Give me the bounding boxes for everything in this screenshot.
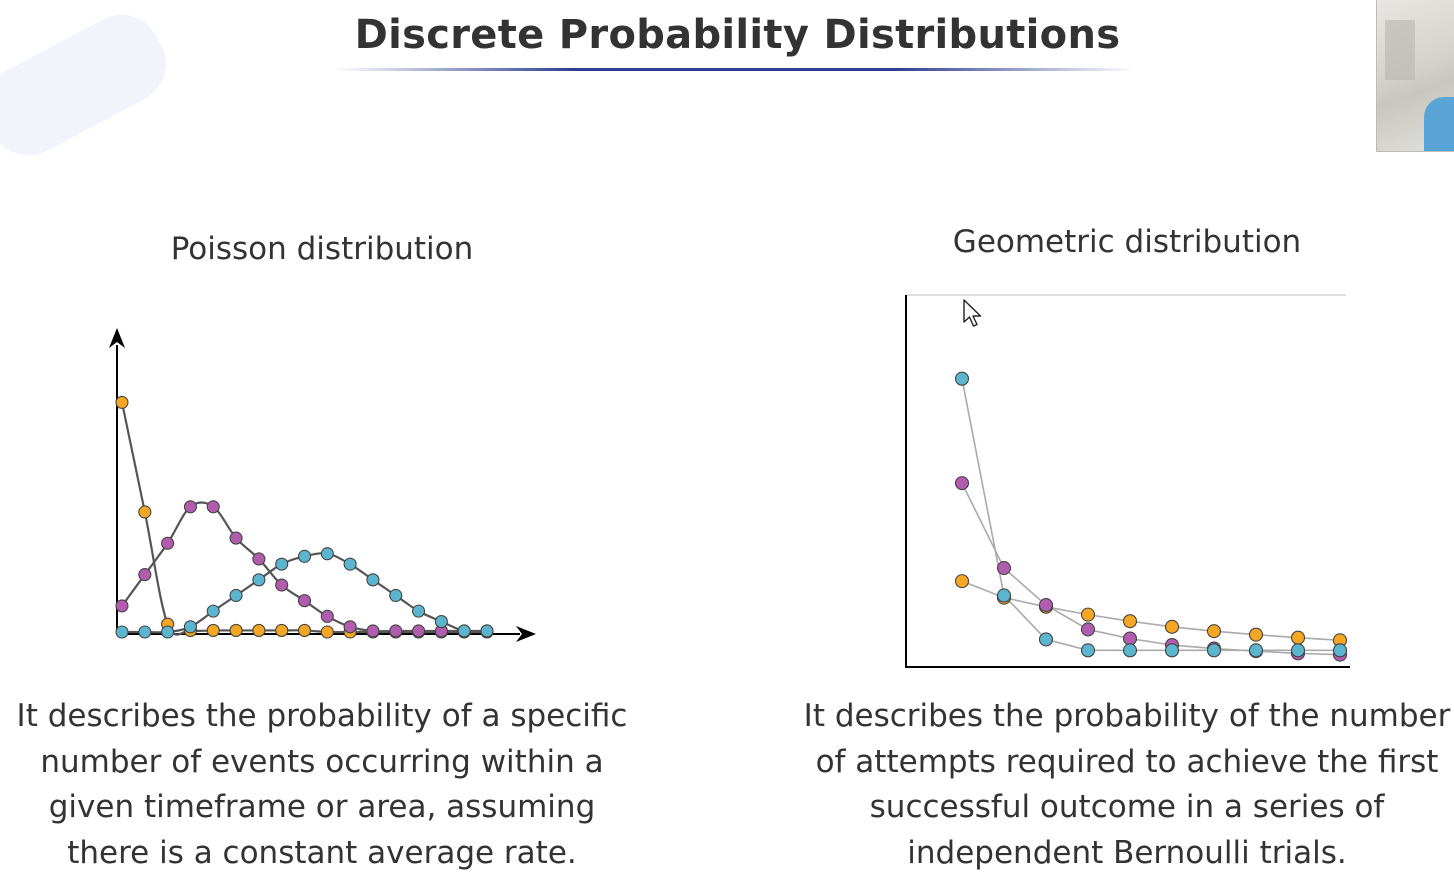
geometric-point-blue	[1164, 643, 1180, 658]
geometric-point-blue	[1206, 643, 1222, 658]
poisson-point-purple	[115, 599, 129, 613]
geometric-point-blue	[996, 588, 1012, 603]
geometric-point-blue	[1080, 643, 1096, 658]
title-underline	[335, 68, 1135, 71]
poisson-point-purple	[412, 624, 426, 638]
poisson-point-purple	[320, 609, 334, 623]
poisson-point-orange	[320, 625, 334, 639]
geometric-description: It describes the probability of the numb…	[803, 698, 1451, 871]
geometric-line-orange	[961, 580, 1341, 642]
mouse-pointer-icon	[963, 299, 982, 327]
poisson-chart-title: Poisson distribution	[170, 231, 474, 267]
presenter-figure	[1424, 97, 1454, 151]
poisson-point-blue	[138, 625, 152, 639]
poisson-point-orange	[138, 505, 152, 519]
poisson-point-blue	[434, 615, 448, 629]
geometric-point-purple	[1122, 631, 1138, 646]
poisson-point-orange	[297, 623, 312, 637]
geometric-point-purple	[1038, 598, 1054, 613]
poisson-point-blue	[297, 549, 312, 563]
poisson-point-orange	[229, 623, 243, 637]
geometric-point-orange	[954, 574, 970, 589]
geometric-point-blue	[1248, 643, 1264, 658]
poisson-point-blue	[252, 573, 266, 587]
geometric-point-orange	[1290, 630, 1306, 645]
poisson-point-purple	[138, 568, 152, 582]
poisson-point-blue	[320, 547, 334, 561]
poisson-point-blue	[229, 588, 243, 603]
geometric-point-orange	[1122, 614, 1138, 629]
geometric-point-blue	[1290, 643, 1306, 658]
geometric-point-blue	[1122, 643, 1138, 658]
y-axis-arrowhead-icon	[109, 328, 125, 348]
poisson-point-purple	[229, 531, 243, 545]
poisson-point-purple	[343, 620, 357, 634]
geometric-point-blue	[1038, 632, 1054, 647]
poisson-point-blue	[206, 604, 220, 618]
poisson-point-purple	[161, 536, 175, 550]
x-axis-arrowhead-icon	[516, 626, 536, 642]
geometric-series-lines	[961, 378, 1341, 656]
video-background-shape	[1385, 20, 1415, 80]
poisson-point-purple	[366, 624, 380, 638]
poisson-point-purple	[252, 552, 266, 566]
poisson-point-blue	[457, 624, 471, 638]
poisson-point-blue	[161, 625, 175, 639]
poisson-point-orange	[252, 623, 266, 637]
poisson-point-blue	[480, 624, 494, 638]
geometric-point-orange	[1080, 607, 1096, 622]
poisson-point-blue	[389, 588, 403, 603]
geometric-point-blue	[954, 371, 970, 386]
poisson-point-blue	[115, 625, 129, 639]
geometric-chart-title: Geometric distribution	[952, 224, 1302, 260]
poisson-axes	[109, 328, 536, 642]
poisson-point-orange	[115, 395, 129, 409]
poisson-point-blue	[275, 557, 289, 571]
geometric-line-blue	[961, 378, 1340, 652]
geometric-series-points	[954, 371, 1348, 662]
poisson-point-orange	[206, 623, 220, 637]
poisson-point-orange	[275, 623, 289, 637]
geometric-point-orange	[1164, 619, 1180, 634]
poisson-point-purple	[183, 500, 197, 514]
poisson-point-purple	[297, 594, 312, 608]
poisson-point-blue	[183, 620, 197, 634]
geometric-point-orange	[1206, 624, 1222, 639]
slide-title: Discrete Probability Distributions	[354, 12, 1121, 58]
poisson-point-blue	[366, 573, 380, 587]
poisson-point-blue	[343, 557, 357, 571]
geometric-point-purple	[1080, 622, 1096, 637]
geometric-point-orange	[1248, 627, 1264, 642]
geometric-point-purple	[996, 561, 1012, 576]
presenter-video-thumbnail[interactable]	[1376, 0, 1454, 152]
poisson-point-purple	[206, 500, 220, 514]
poisson-point-blue	[412, 604, 426, 618]
geometric-line-purple	[961, 482, 1341, 656]
poisson-point-purple	[389, 624, 403, 638]
geometric-point-blue	[1332, 643, 1348, 658]
geometric-axes	[905, 294, 1350, 668]
geometric-point-purple	[954, 476, 970, 491]
poisson-series-points	[115, 395, 494, 639]
poisson-point-purple	[275, 578, 289, 592]
poisson-description: It describes the probability of a specif…	[16, 698, 628, 871]
